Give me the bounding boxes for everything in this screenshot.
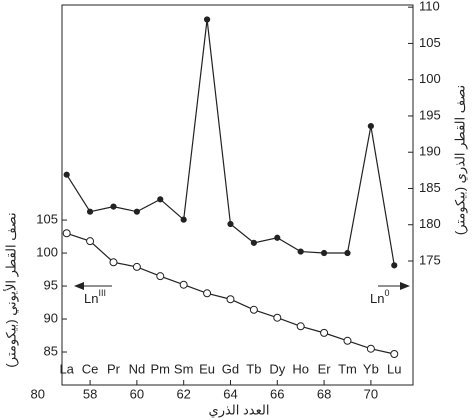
y-axis-title: نصف القطر الأيوني (بيكومتر) (2, 212, 19, 367)
x-tick-label: 64 (223, 386, 237, 401)
element-label: Nd (129, 361, 146, 376)
element-label: Er (318, 361, 332, 376)
point (203, 289, 212, 298)
annotation-sup: III (98, 288, 106, 298)
point (273, 313, 282, 322)
y2-tick-label: 185 (419, 180, 441, 195)
y2-tick-label: 110 (419, 0, 440, 14)
series-line (66, 19, 395, 266)
element-label: Lu (387, 361, 401, 376)
point (390, 349, 399, 358)
point (320, 249, 328, 257)
y2-tick-label: 180 (419, 216, 441, 231)
point (203, 16, 211, 23)
y-tick-label: 95 (44, 277, 58, 292)
point (180, 216, 187, 223)
point (297, 248, 304, 255)
point (227, 220, 234, 228)
y2-tick-label: 105 (419, 35, 441, 50)
annotation: LnIII (84, 288, 106, 306)
point (274, 234, 281, 241)
point (62, 229, 71, 238)
y-tick-label: 90 (44, 310, 58, 325)
annotation: Ln0 (370, 288, 389, 306)
x-tick-label: 62 (176, 386, 190, 401)
y2-tick-label: 100 (419, 71, 441, 86)
plot-frame (61, 4, 414, 386)
annotation-sup: 0 (384, 288, 389, 298)
y2-tick-label: 175 (419, 252, 441, 267)
point (344, 249, 351, 257)
point (320, 328, 329, 337)
point (133, 208, 140, 215)
point (296, 322, 305, 331)
point (226, 295, 235, 304)
element-label: Ce (82, 361, 99, 376)
x-tick-label: 66 (270, 386, 284, 401)
element-label: Pm (151, 361, 171, 376)
element-label: Sm (174, 361, 194, 376)
y-tick-label: 105 (36, 212, 58, 227)
element-label: Dy (269, 361, 285, 376)
point (179, 280, 188, 289)
point (343, 336, 352, 345)
point (367, 123, 374, 130)
arrow-head (400, 282, 410, 290)
element-label: Pr (107, 361, 121, 376)
point (132, 262, 141, 271)
element-label: Eu (199, 361, 215, 376)
point (157, 196, 164, 203)
x-tick-label: 68 (317, 386, 331, 401)
y2-tick-label: 190 (419, 144, 441, 159)
point (110, 203, 117, 210)
point (86, 237, 95, 246)
element-label: La (59, 361, 74, 376)
y2-axis-title: نصف القطر الذري (بيكومتر) (452, 85, 468, 235)
point (366, 344, 375, 353)
point (63, 171, 70, 178)
x-tick-label: 58 (83, 386, 97, 401)
y2-tick-label: 195 (419, 107, 441, 122)
element-label: Tb (246, 361, 261, 376)
y-tick-label: 100 (36, 244, 58, 259)
y-tick-label: 80 (31, 386, 45, 401)
element-label: Gd (222, 361, 239, 376)
element-label: Yb (363, 361, 379, 376)
point (109, 258, 118, 267)
x-tick-label: 70 (364, 386, 378, 401)
point (86, 208, 94, 215)
point (391, 262, 398, 269)
annotation-text: Ln (84, 291, 98, 306)
point (249, 305, 258, 314)
point (250, 239, 257, 246)
element-label: Ho (292, 361, 309, 376)
y-tick-label: 85 (44, 343, 58, 358)
point (156, 272, 165, 281)
annotation-text: Ln (370, 291, 384, 306)
x-tick-label: 60 (130, 386, 144, 401)
arrow-head (74, 282, 84, 290)
element-label: Tm (338, 361, 357, 376)
x-axis-title: العدد الذري (209, 402, 270, 418)
